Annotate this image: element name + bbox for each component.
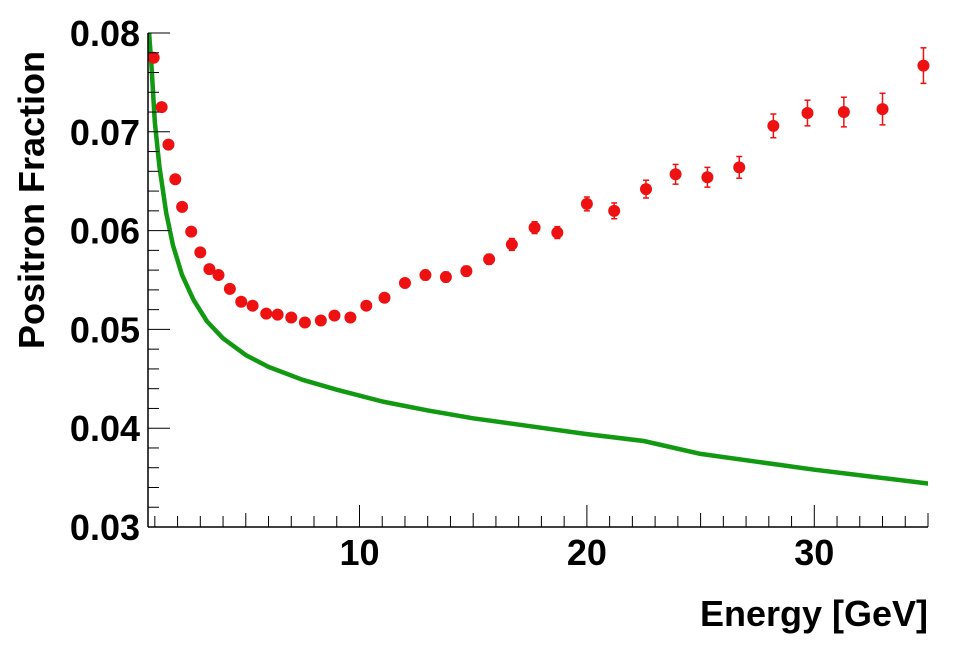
data-marker (169, 173, 182, 186)
data-point (169, 173, 182, 186)
data-marker (235, 295, 248, 308)
data-point (176, 200, 189, 213)
data-point (640, 179, 653, 199)
data-marker (155, 101, 168, 114)
data-marker (917, 59, 930, 72)
data-marker (701, 171, 714, 184)
data-marker (360, 299, 373, 312)
data-point (360, 299, 373, 312)
data-point (701, 166, 714, 188)
data-marker (328, 309, 341, 322)
data-point (344, 311, 357, 324)
data-marker (837, 106, 850, 119)
data-marker (194, 246, 207, 259)
data-point (837, 96, 850, 128)
data-point (733, 155, 746, 179)
data-point (162, 138, 175, 151)
data-marker (608, 204, 621, 217)
y-tick-label: 0.05 (70, 309, 140, 350)
data-marker (285, 311, 298, 324)
data-marker (314, 314, 327, 327)
data-point (155, 101, 168, 114)
data-marker (298, 316, 311, 329)
data-marker (344, 311, 357, 324)
data-marker (505, 238, 518, 251)
data-point (203, 263, 216, 276)
data-point (483, 253, 496, 266)
data-marker (460, 265, 473, 278)
y-axis-title: Positron Fraction (11, 51, 52, 349)
y-tick-label: 0.06 (70, 211, 140, 252)
y-tick-label: 0.07 (70, 112, 140, 153)
data-marker (580, 197, 593, 210)
data-point (505, 237, 518, 252)
axes-layer: 0.03 0.04 0.05 0.06 0.07 0.08 10 20 30 (70, 13, 929, 573)
data-marker (271, 308, 284, 321)
data-point (439, 271, 452, 284)
x-axis-title: Energy [GeV] (700, 593, 928, 634)
x-tick-label: 20 (567, 532, 607, 573)
data-marker (398, 276, 411, 289)
data-marker (483, 253, 496, 266)
data-point (419, 269, 432, 282)
data-point (876, 92, 889, 126)
data-marker (162, 138, 175, 151)
data-point (378, 291, 391, 304)
data-point (551, 225, 564, 240)
data-marker (185, 225, 198, 238)
data-marker (246, 299, 259, 312)
data-point (528, 220, 541, 235)
data-marker (147, 51, 160, 64)
data-point (608, 202, 621, 220)
data-marker (801, 107, 814, 120)
model-curve (148, 33, 928, 486)
data-marker (767, 119, 780, 132)
data-point (801, 99, 814, 127)
data-marker (378, 291, 391, 304)
data-marker (176, 200, 189, 213)
data-point (194, 246, 207, 259)
data-point (246, 299, 259, 312)
data-marker (876, 103, 889, 116)
data-marker (223, 282, 236, 295)
data-marker (260, 307, 273, 320)
data-marker (733, 161, 746, 174)
data-marker (528, 221, 541, 234)
x-tick-label: 10 (339, 532, 379, 573)
data-point (223, 282, 236, 295)
data-point (271, 308, 284, 321)
data-point (580, 196, 593, 212)
model-curve-layer (148, 33, 928, 486)
data-point (314, 314, 327, 327)
y-tick-label: 0.04 (70, 408, 140, 449)
data-marker (203, 263, 216, 276)
data-point (147, 51, 160, 64)
data-point (767, 113, 780, 139)
data-marker (212, 269, 225, 282)
data-marker (669, 168, 682, 181)
data-point (285, 311, 298, 324)
data-point (328, 309, 341, 322)
data-point (260, 307, 273, 320)
data-point (669, 163, 682, 185)
data-point (398, 276, 411, 289)
data-marker (439, 271, 452, 284)
data-marker (419, 269, 432, 282)
data-point (460, 265, 473, 278)
data-marker (640, 183, 653, 196)
data-point (917, 47, 930, 85)
x-tick-label: 30 (794, 532, 834, 573)
data-marker (551, 226, 564, 239)
y-tick-label: 0.03 (70, 507, 140, 548)
data-points-layer (147, 47, 930, 329)
data-point (212, 269, 225, 282)
data-point (298, 316, 311, 329)
data-point (185, 225, 198, 238)
y-tick-label: 0.08 (70, 13, 140, 54)
data-point (235, 295, 248, 308)
